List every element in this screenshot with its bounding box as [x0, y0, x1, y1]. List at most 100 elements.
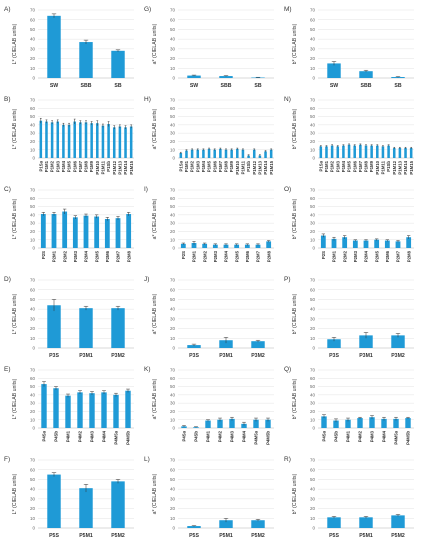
- bar: [111, 308, 125, 348]
- y-tick-label: 10: [310, 417, 316, 422]
- bar: [230, 149, 233, 158]
- y-tick-label: 10: [170, 237, 176, 242]
- category-label: P5M2: [251, 533, 265, 539]
- bar: [269, 149, 273, 158]
- category-label: P1Sa: [38, 160, 43, 171]
- category-label: P1M6: [72, 160, 77, 172]
- y-tick-label: 40: [310, 487, 316, 492]
- bar: [244, 244, 250, 248]
- chart-panel: P) 0 10 20 30 40 50 60 70 b* (CIELAB units) P3S P3M…: [284, 276, 414, 359]
- bar: [101, 392, 107, 428]
- y-tick-label: 40: [170, 37, 176, 42]
- bar: [264, 151, 267, 158]
- y-tick-label: 30: [170, 131, 176, 136]
- y-tick-label: 50: [310, 477, 316, 482]
- category-label: P5S: [189, 533, 199, 539]
- y-tick-label: 60: [310, 17, 316, 22]
- category-label: P1M7: [358, 160, 363, 172]
- panel-label: O): [284, 186, 291, 193]
- y-tick-label: 70: [170, 368, 176, 373]
- category-label: P4M4: [242, 430, 247, 442]
- panel-label: K): [144, 366, 151, 373]
- bar: [331, 238, 337, 248]
- category-label: P4Sa: [42, 430, 47, 441]
- bar: [392, 148, 396, 158]
- y-tick-label: 60: [170, 287, 176, 292]
- y-tick-label: 70: [310, 188, 316, 193]
- category-label: P1M5: [207, 160, 212, 172]
- category-label: P2S: [321, 251, 326, 259]
- bar: [53, 388, 59, 428]
- category-label: P1M1: [324, 160, 329, 172]
- bar: [353, 145, 356, 158]
- y-tick-label: 50: [30, 27, 36, 32]
- y-tick-label: 0: [172, 156, 175, 161]
- y-tick-label: 60: [170, 376, 176, 381]
- bar: [376, 145, 379, 158]
- y-tick-label: 50: [170, 477, 176, 482]
- bar: [336, 146, 340, 158]
- y-tick-label: 50: [170, 114, 176, 119]
- category-label: P4M4: [102, 430, 107, 442]
- y-tick-label: 30: [170, 221, 176, 226]
- bar: [253, 419, 259, 428]
- bar: [118, 126, 122, 158]
- panel-label: C): [4, 186, 11, 193]
- category-label: P2M6: [105, 250, 110, 262]
- category-label: P2M2: [342, 250, 347, 262]
- chart-panel: M) 0 10 20 30 40 50 60 70 b* (CIELAB units) SW SBB S…: [284, 6, 414, 89]
- category-label: P4M1: [346, 430, 351, 442]
- y-tick-label: 30: [30, 131, 36, 136]
- bar: [79, 42, 93, 78]
- y-axis-label: b* (CIELAB units): [292, 198, 298, 239]
- bar: [342, 145, 345, 158]
- y-axis-label: b* (CIELAB units): [292, 293, 298, 334]
- category-label: P5M1: [79, 533, 93, 539]
- chart-panel: I) 0 10 20 30 40 50 60 70 a* (CIELAB units) P2S P2M…: [144, 186, 274, 262]
- bar: [113, 394, 119, 428]
- y-tick-label: 30: [170, 401, 176, 406]
- category-label: P3S: [49, 353, 59, 359]
- chart-panel: E) 0 10 20 30 40 50 60 70 L* (CIELAB units) P4Sa P4…: [4, 366, 134, 445]
- y-axis-label: L* (CIELAB units): [12, 198, 18, 239]
- category-label: P1M10: [95, 160, 100, 174]
- bar: [179, 153, 183, 158]
- bar: [258, 155, 262, 158]
- category-label: SBB: [221, 83, 232, 89]
- category-label: P2M6: [385, 250, 390, 262]
- category-label: P1M13: [397, 160, 402, 174]
- panel-label: E): [4, 366, 11, 373]
- chart-panel: J) 0 10 20 30 40 50 60 70 a* (CIELAB units) P3S P3M…: [144, 276, 274, 359]
- bar: [398, 148, 402, 158]
- bar: [96, 123, 99, 158]
- bar: [79, 308, 93, 348]
- y-tick-label: 20: [170, 506, 176, 511]
- y-axis-label: a* (CIELAB units): [152, 23, 158, 64]
- y-tick-label: 30: [310, 401, 316, 406]
- bar: [202, 149, 205, 158]
- category-label: P1M3: [55, 160, 60, 172]
- y-axis-label: b* (CIELAB units): [292, 108, 298, 149]
- bar: [251, 341, 265, 348]
- category-label: P1Sa: [178, 160, 183, 171]
- category-label: SBB: [81, 83, 92, 89]
- category-label: P1M14: [403, 160, 408, 174]
- y-tick-label: 30: [30, 401, 36, 406]
- y-tick-label: 30: [30, 221, 36, 226]
- category-label: P5S: [49, 533, 59, 539]
- bar: [112, 127, 116, 158]
- category-label: SB: [254, 83, 261, 89]
- y-tick-label: 60: [170, 196, 176, 201]
- category-label: P1Sb: [246, 161, 251, 172]
- bar: [325, 146, 328, 158]
- bar: [62, 124, 65, 158]
- bar: [404, 148, 407, 158]
- category-label: P4M5b: [126, 431, 131, 445]
- bar: [181, 426, 187, 428]
- y-tick-label: 0: [32, 526, 35, 531]
- bar: [187, 345, 201, 348]
- y-tick-label: 0: [32, 346, 35, 351]
- y-tick-label: 60: [310, 376, 316, 381]
- bar: [73, 121, 76, 158]
